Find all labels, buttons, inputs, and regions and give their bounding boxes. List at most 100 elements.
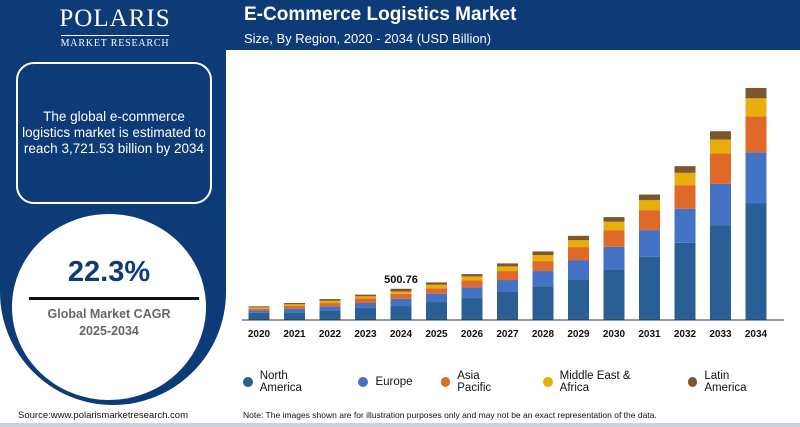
bar-segment-2023-europe: [355, 302, 376, 308]
bar-segment-2033-europe: [710, 183, 731, 226]
info-text: The global e-commerce logistics market i…: [22, 109, 206, 156]
bar-segment-2034-asia-pacific: [745, 116, 767, 153]
bar-segment-2028-north-america: [532, 286, 554, 320]
bar-segment-2025-asia-pacific: [426, 288, 447, 294]
logo-sub: MARKET RESEARCH: [60, 35, 170, 49]
bar-segment-2027-middle-east-africa: [497, 266, 518, 272]
logo-name: POLARIS: [59, 5, 171, 32]
legend-item: Europe: [358, 370, 413, 394]
cagr-period: 2025-2034: [79, 324, 139, 338]
x-tick-label: 2027: [496, 329, 519, 340]
bar-segment-2027-latin-america: [497, 263, 518, 267]
bar-segment-2020-middle-east-africa: [248, 307, 270, 309]
x-tick-label: 2028: [532, 329, 555, 340]
x-tick-label: 2030: [603, 329, 626, 340]
x-tick-label: 2026: [461, 329, 484, 340]
bar-segment-2032-north-america: [674, 242, 696, 320]
bar-segment-2031-middle-east-africa: [639, 200, 660, 211]
bar-segment-2021-latin-america: [284, 302, 305, 305]
bar-segment-2022-north-america: [319, 310, 341, 320]
bar-segment-2025-north-america: [426, 302, 447, 320]
legend-marker: [243, 377, 253, 387]
x-tick-label: 2022: [319, 329, 342, 340]
bar-segment-2029-latin-america: [568, 235, 589, 241]
bar-segment-2028-latin-america: [532, 251, 554, 256]
legend-marker: [687, 377, 698, 387]
legend-marker: [542, 377, 553, 387]
legend-item: Asia Pacific: [440, 370, 515, 394]
cagr-value: 22.3%: [67, 256, 151, 288]
bar-segment-2020-north-america: [248, 312, 270, 320]
bar-segment-2028-europe: [532, 271, 554, 287]
bar-segment-2029-middle-east-africa: [568, 240, 589, 248]
x-tick-label: 2029: [567, 329, 590, 340]
x-tick-label: 2025: [425, 329, 448, 340]
bar-segment-2031-north-america: [639, 256, 660, 320]
x-tick-label: 2033: [709, 329, 732, 340]
bar-segment-2032-europe: [674, 208, 696, 243]
x-tick-label: 2021: [283, 329, 306, 340]
bar-segment-2025-middle-east-africa: [426, 284, 447, 289]
bar-segment-2020-europe: [248, 310, 270, 313]
bar-segment-2034-europe: [745, 152, 767, 204]
bar-segment-2034-north-america: [745, 203, 767, 320]
source-text: Source:www.polarismarketresearch.com: [18, 410, 189, 421]
bar-segment-2032-asia-pacific: [674, 185, 696, 209]
x-tick-label: 2034: [745, 329, 768, 340]
bar-segment-2031-asia-pacific: [639, 210, 660, 231]
bottom-border: [0, 423, 800, 427]
bar-segment-2033-north-america: [710, 225, 731, 320]
legend-item: Middle East & Africa: [542, 370, 660, 394]
note-text: Note: The images shown are for illustrat…: [243, 410, 657, 420]
bar-segment-2026-europe: [461, 287, 483, 299]
bar-segment-2031-europe: [639, 230, 660, 257]
bar-segment-2031-latin-america: [639, 194, 660, 201]
bar-segment-2023-asia-pacific: [355, 298, 376, 303]
bar-segment-2020-latin-america: [248, 306, 270, 308]
legend-marker: [440, 377, 451, 387]
bar-segment-2029-asia-pacific: [568, 247, 589, 261]
x-tick-label: 2024: [390, 329, 413, 340]
data-label: 500.76: [384, 274, 418, 286]
chart-subtitle: Size, By Region, 2020 - 2034 (USD Billio…: [244, 31, 492, 46]
bar-segment-2022-asia-pacific: [319, 303, 341, 307]
legend-label: Europe: [375, 376, 413, 388]
x-tick-label: 2023: [354, 329, 377, 340]
bar-segment-2026-middle-east-africa: [461, 276, 483, 281]
bar-segment-2024-north-america: [390, 306, 412, 320]
bar-segment-2021-europe: [284, 308, 305, 313]
legend-item: North America: [243, 370, 330, 394]
polaris-logo: POLARIS MARKET RESEARCH: [40, 5, 190, 51]
bar-segment-2030-north-america: [603, 269, 625, 320]
legend-label: North America: [259, 370, 302, 394]
x-tick-label: 2032: [674, 329, 697, 340]
bar-segment-2025-latin-america: [426, 282, 447, 285]
bar-segment-2023-middle-east-africa: [355, 296, 376, 299]
bar-segment-2021-asia-pacific: [284, 305, 305, 309]
legend-marker: [358, 377, 369, 387]
cagr-label: Global Market CAGR 2025-2034: [12, 306, 206, 340]
x-tick-label: 2020: [248, 329, 271, 340]
bar-segment-2024-europe: [390, 298, 412, 307]
chart-title: E-Commerce Logistics Market: [244, 4, 517, 25]
bar-segment-2029-europe: [568, 260, 589, 280]
bar-segment-2024-latin-america: [390, 288, 412, 292]
legend: North America Europe Asia Pacific Middle Ea…: [243, 370, 800, 394]
legend-label: Asia Pacific: [457, 370, 492, 394]
bar-segment-2030-europe: [603, 246, 625, 270]
bar-segment-2028-asia-pacific: [532, 261, 554, 272]
stacked-bar-chart: 2020 2021 2022 2023 2024 500.76 2025 2026 2027 20…: [242, 87, 784, 340]
cagr-divider: [29, 297, 199, 300]
bar-segment-2026-north-america: [461, 298, 483, 320]
bar-segment-2034-latin-america: [745, 87, 767, 99]
bar-segment-2020-asia-pacific: [248, 308, 270, 311]
bar-segment-2030-middle-east-africa: [603, 221, 625, 231]
bar-segment-2023-latin-america: [355, 294, 376, 297]
bar-segment-2032-middle-east-africa: [674, 172, 696, 186]
bar-segment-2033-middle-east-africa: [710, 139, 731, 154]
bar-segment-2023-north-america: [355, 307, 376, 320]
bar-segment-2027-europe: [497, 280, 518, 293]
bar-segment-2026-latin-america: [461, 274, 483, 277]
bar-segment-2021-middle-east-africa: [284, 304, 305, 306]
bar-segment-2033-latin-america: [710, 131, 731, 140]
